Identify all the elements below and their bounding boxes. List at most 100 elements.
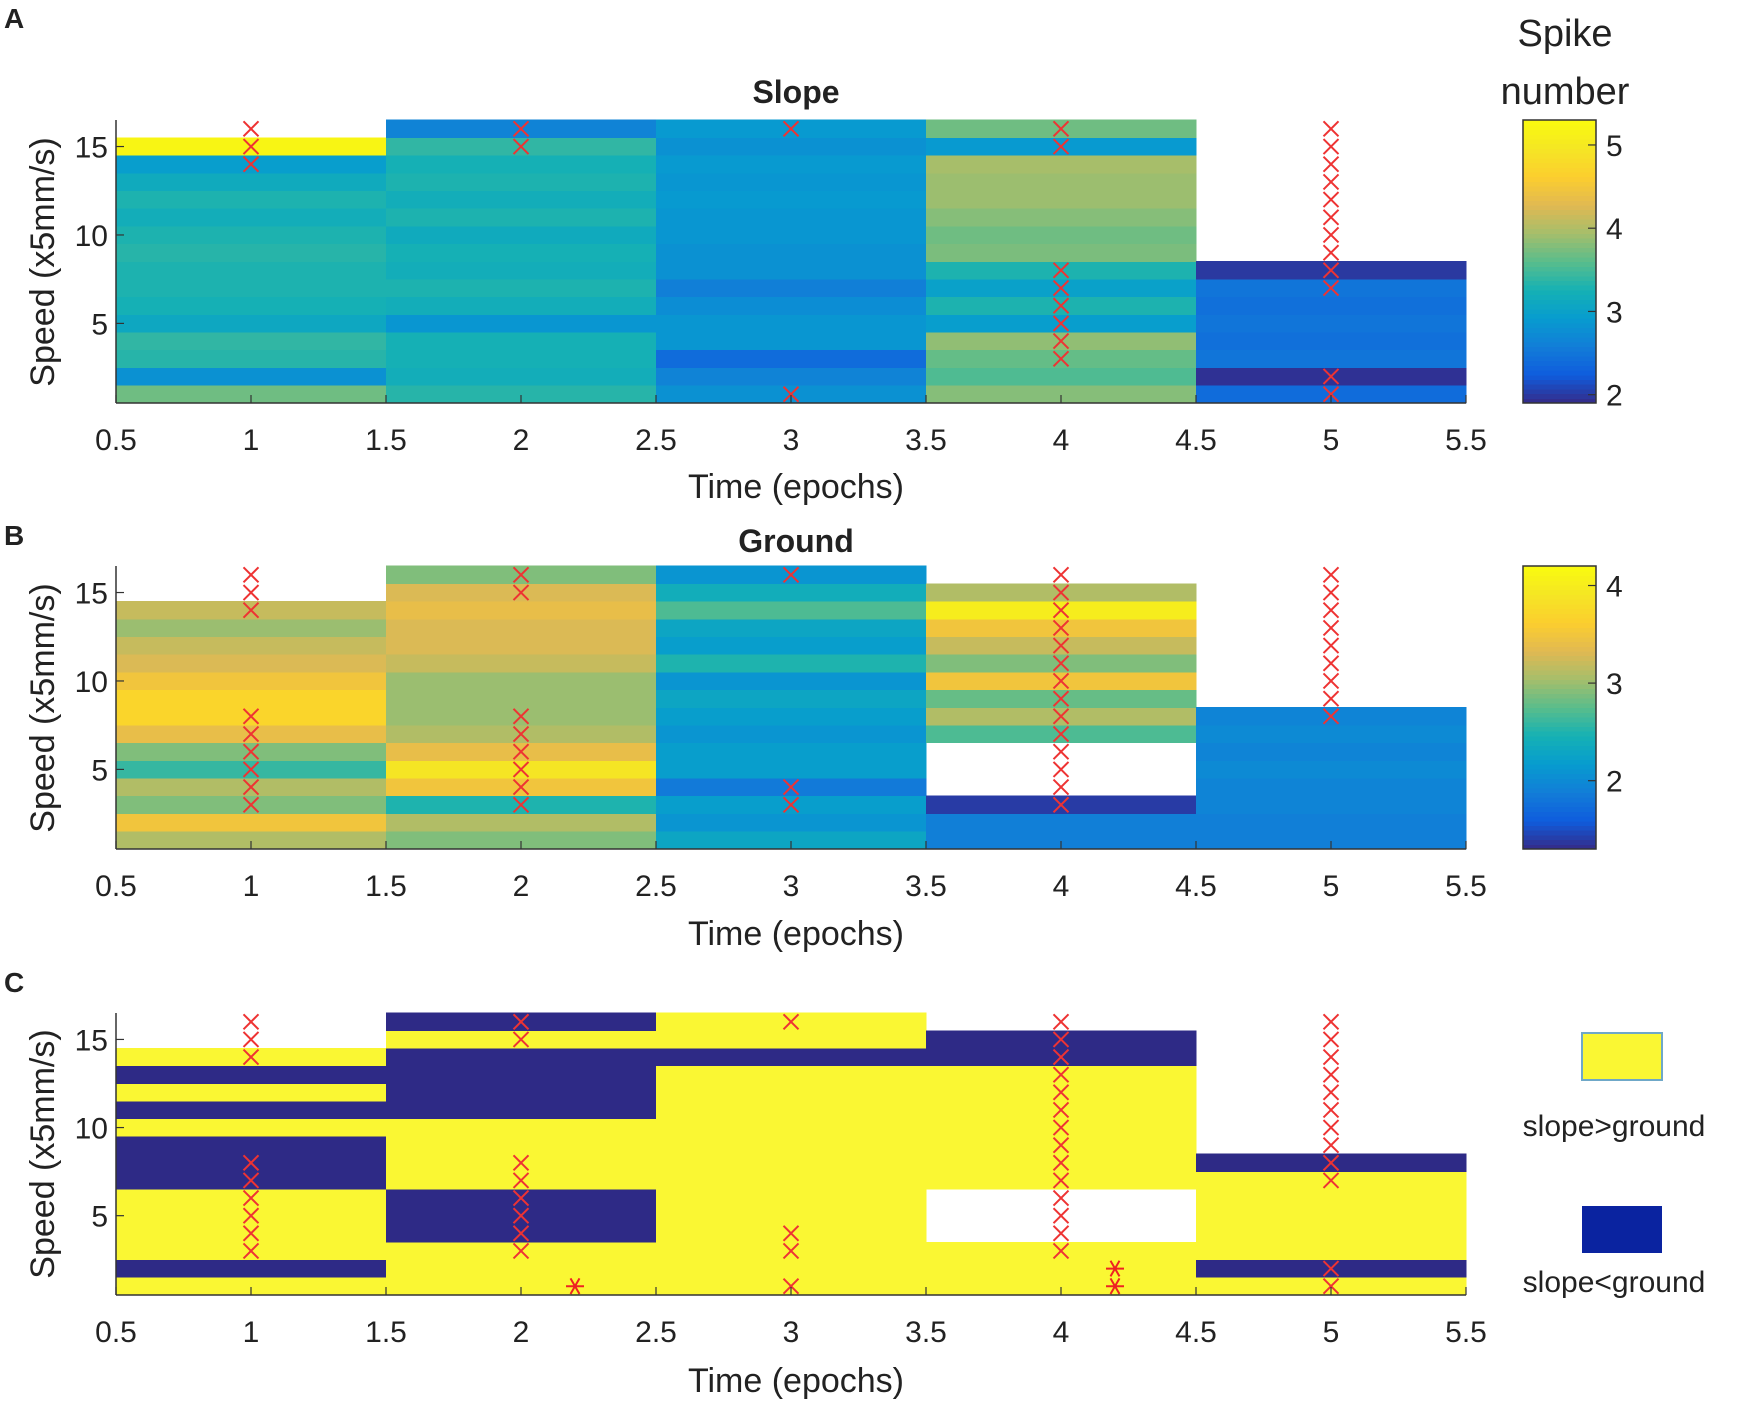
colorbar-tick-label: 3 bbox=[1606, 296, 1623, 329]
colorbar-segment bbox=[1523, 308, 1596, 314]
colorbar-segment bbox=[1523, 171, 1596, 178]
y-tick-label: 15 bbox=[75, 132, 108, 165]
colorbar-segment bbox=[1523, 712, 1596, 718]
colorbar-segment bbox=[1523, 341, 1596, 347]
colorbar-segment bbox=[1523, 256, 1596, 263]
x-tick-label: 5.5 bbox=[1445, 424, 1487, 457]
heatmap-cell bbox=[1196, 349, 1467, 368]
heatmap-cell bbox=[656, 314, 927, 333]
panel-a: A Slope 0.5 1 1.5 2 2.5 3 3.5 4 4.5 5 5.5 5 10 15 Tim… bbox=[4, 3, 1630, 506]
heatmap-cell bbox=[386, 1136, 657, 1155]
panel-b-letter: B bbox=[4, 520, 24, 551]
x-marker bbox=[1052, 584, 1070, 601]
heatmap-cell bbox=[656, 760, 927, 779]
colorbar-segment bbox=[1523, 650, 1596, 657]
heatmap-cell bbox=[926, 813, 1197, 832]
x-marker bbox=[242, 1207, 260, 1224]
heatmap-cell bbox=[656, 331, 927, 351]
x-marker bbox=[1052, 619, 1070, 637]
x-tick-label: 2.5 bbox=[635, 1316, 677, 1349]
x-tick-label: 1.5 bbox=[365, 424, 407, 457]
colorbar-segment bbox=[1523, 584, 1596, 591]
colorbar-segment bbox=[1523, 252, 1596, 258]
x-marker bbox=[1322, 602, 1340, 619]
colorbar-segment bbox=[1523, 839, 1596, 845]
x-marker bbox=[1052, 708, 1070, 725]
colorbar-segment bbox=[1523, 778, 1596, 784]
heatmap-cell bbox=[386, 208, 657, 227]
x-marker bbox=[1052, 120, 1070, 138]
heatmap-cell bbox=[656, 1083, 927, 1102]
panel-b-colorbar: 2 3 4 bbox=[1522, 565, 1623, 850]
heatmap-cell bbox=[656, 831, 927, 850]
x-marker bbox=[782, 1242, 800, 1260]
x-marker bbox=[512, 778, 530, 796]
colorbar-segment bbox=[1523, 627, 1596, 633]
heatmap-cell bbox=[386, 243, 657, 262]
colorbar-segment bbox=[1523, 247, 1596, 253]
heatmap-cell bbox=[656, 1153, 927, 1172]
colorbar-segment bbox=[1523, 176, 1596, 182]
heatmap-cell bbox=[386, 831, 657, 850]
x-marker bbox=[1322, 619, 1340, 637]
y-tick-label: 5 bbox=[91, 308, 108, 341]
heatmap-cell bbox=[386, 1083, 657, 1102]
heatmap-cell bbox=[116, 1118, 387, 1137]
x-marker bbox=[242, 1189, 260, 1207]
heatmap-cell bbox=[926, 208, 1197, 227]
x-marker bbox=[1052, 315, 1070, 332]
colorbar-segment bbox=[1523, 749, 1596, 756]
colorbar-segment bbox=[1523, 299, 1596, 305]
colorbar-segment bbox=[1523, 388, 1596, 395]
x-tick-label: 4.5 bbox=[1175, 1316, 1217, 1349]
heatmap-cell bbox=[656, 583, 927, 602]
x-marker bbox=[242, 1225, 260, 1242]
x-marker bbox=[1322, 1066, 1340, 1083]
x-marker bbox=[512, 761, 530, 778]
colorbar-segment bbox=[1523, 261, 1596, 267]
colorbar-tick-label: 4 bbox=[1606, 213, 1623, 246]
heatmap-cell bbox=[116, 172, 387, 192]
colorbar-segment bbox=[1523, 167, 1596, 173]
panel-c-markers bbox=[242, 1013, 1340, 1295]
x-marker bbox=[1322, 244, 1340, 261]
heatmap-cell bbox=[656, 1047, 927, 1067]
x-marker bbox=[1322, 368, 1340, 385]
x-tick-label: 0.5 bbox=[95, 1316, 137, 1349]
legend-label-slope-less: slope<ground bbox=[1523, 1266, 1706, 1299]
x-tick-label: 4 bbox=[1053, 424, 1070, 457]
heatmap-cell bbox=[926, 225, 1197, 245]
colorbar-segment bbox=[1523, 134, 1596, 140]
colorbar-segment bbox=[1523, 669, 1596, 676]
x-marker bbox=[1052, 1084, 1070, 1101]
x-tick-label: 0.5 bbox=[95, 424, 137, 457]
y-tick-label: 5 bbox=[91, 754, 108, 787]
colorbar-segment bbox=[1523, 754, 1596, 760]
heatmap-cell bbox=[656, 243, 927, 262]
panel-b-ylabel: Speed (x5mm/s) bbox=[24, 583, 62, 832]
colorbar-segment bbox=[1523, 830, 1596, 836]
heatmap-cell bbox=[656, 137, 927, 156]
x-marker bbox=[1322, 708, 1340, 725]
x-marker bbox=[1052, 1048, 1070, 1066]
heatmap-cell bbox=[656, 261, 927, 280]
heatmap-cell bbox=[386, 1118, 657, 1137]
colorbar-segment bbox=[1523, 365, 1596, 371]
x-marker bbox=[242, 778, 260, 796]
x-marker bbox=[1052, 1242, 1070, 1260]
colorbar-segment bbox=[1523, 820, 1596, 827]
colorbar-segment bbox=[1523, 332, 1596, 338]
x-marker bbox=[1052, 655, 1070, 672]
heatmap-cell bbox=[116, 1259, 387, 1278]
x-marker bbox=[782, 778, 800, 796]
x-tick-label: 2 bbox=[513, 870, 530, 903]
colorbar-segment bbox=[1523, 162, 1596, 168]
heatmap-cell bbox=[386, 190, 657, 209]
x-marker bbox=[1052, 566, 1070, 584]
star-marker bbox=[1106, 1260, 1124, 1277]
colorbar-segment bbox=[1523, 143, 1596, 149]
colorbar-segment bbox=[1523, 374, 1596, 381]
x-marker bbox=[242, 725, 260, 743]
panel-b-markers bbox=[242, 566, 1340, 813]
heatmap-cell bbox=[926, 190, 1197, 209]
